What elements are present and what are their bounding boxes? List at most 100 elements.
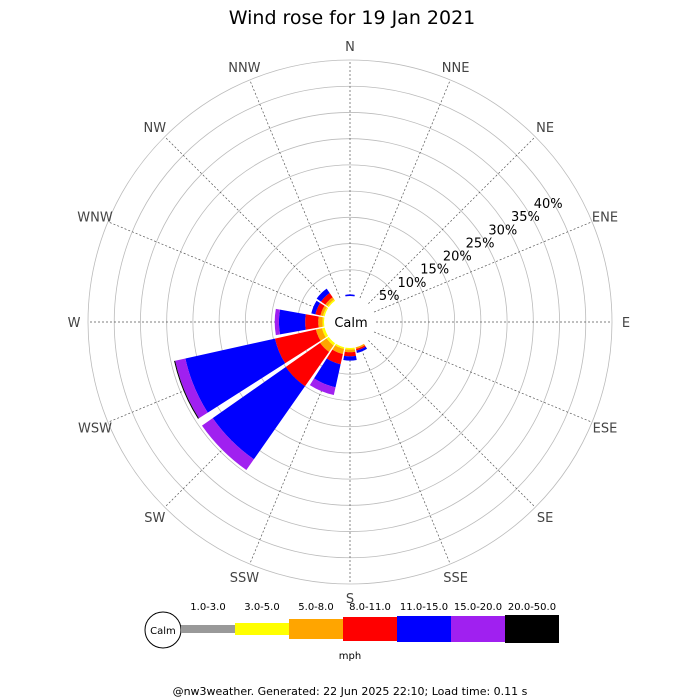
legend-label-1.0-3.0: 1.0-3.0: [190, 602, 225, 613]
polar-grid: [87, 59, 613, 585]
wind-petals: [174, 288, 368, 471]
direction-label-ssw: SSW: [230, 571, 260, 586]
petal-sw: [201, 336, 336, 471]
speed-legend: Calm mph 1.0-3.0 3.0-5.0 5.0-8.0 8.0-11.0 11…: [144, 602, 559, 662]
direction-label-ne: NE: [536, 121, 554, 136]
grid-spoke: [359, 79, 451, 299]
grid-spoke: [368, 136, 536, 304]
grid-spoke: [359, 345, 451, 565]
petal-segment-wnw-3.0-5.0: [323, 307, 329, 317]
direction-label-ese: ESE: [593, 422, 618, 437]
percent-labels: 5%10%15%20%25%30%35%40%: [379, 197, 563, 304]
direction-label-s: S: [346, 592, 354, 607]
grid-spoke: [107, 221, 327, 313]
petal-segment-sse-5.0-8.0: [355, 343, 365, 349]
direction-label-nw: NW: [144, 121, 167, 136]
grid-spoke: [373, 221, 593, 313]
calm-circle: [326, 298, 374, 346]
chart-title: Wind rose for 19 Jan 2021: [229, 7, 476, 29]
legend-bar-1.0-3.0: [181, 625, 235, 633]
grid-ring: [244, 216, 456, 428]
petal-segment-ssw-8.0-11.0: [326, 349, 343, 365]
petal-segment-sw-15.0-20.0: [201, 418, 254, 471]
direction-label-sse: SSE: [443, 571, 468, 586]
direction-label-nnw: NNW: [228, 61, 260, 76]
petal-segment-sse-11.0-15.0: [356, 346, 368, 354]
legend-bar-15.0-20.0: [451, 616, 505, 642]
legend-label-3.0-5.0: 3.0-5.0: [244, 602, 279, 613]
petal-segment-sw-11.0-15.0: [212, 366, 306, 460]
grid-spoke: [164, 136, 332, 304]
direction-label-ene: ENE: [592, 210, 618, 225]
petal-segment-s-8.0-11.0: [344, 351, 356, 357]
petal-n: [345, 294, 355, 297]
direction-labels: N NNE NE ENE E ESE SE SSE S SSW SW WSW W WNW NW NNW: [68, 40, 631, 607]
petal-segment-wnw-11.0-15.0: [311, 300, 321, 315]
legend-bar-8.0-11.0: [343, 617, 397, 641]
grid-ring: [192, 164, 508, 480]
legend-bar-3.0-5.0: [235, 623, 289, 635]
petal-segment-sw-3.0-5.0: [326, 336, 336, 346]
footer-text: @nw3weather. Generated: 22 Jun 2025 22:1…: [173, 685, 528, 698]
calm-label: Calm: [334, 316, 367, 331]
direction-label-w: W: [68, 316, 81, 331]
petal-segment-ssw-5.0-8.0: [332, 345, 345, 355]
grid-ring: [140, 112, 560, 532]
petal-segment-w-15.0-20.0: [274, 308, 280, 336]
petal-w: [274, 308, 325, 336]
direction-label-e: E: [622, 316, 630, 331]
petal-segment-nw-3.0-5.0: [327, 299, 336, 308]
petal-segment-wsw-11.0-15.0: [185, 338, 286, 413]
petal-wsw: [174, 327, 329, 419]
percent-label: 30%: [488, 223, 517, 238]
percent-label: 20%: [443, 250, 472, 265]
percent-label: 35%: [511, 210, 540, 225]
direction-label-wnw: WNW: [77, 210, 113, 225]
petal-segment-nw-5.0-8.0: [325, 297, 335, 307]
legend-bar-11.0-15.0: [397, 616, 451, 642]
legend-label-15.0-20.0: 15.0-20.0: [454, 602, 502, 613]
grid-spoke: [249, 79, 341, 299]
petal-s: [343, 347, 357, 361]
petal-segment-nw-11.0-15.0: [316, 288, 330, 302]
petal-segment-w-8.0-11.0: [305, 314, 319, 330]
petal-segment-n-11.0-15.0: [345, 294, 355, 297]
legend-units: mph: [339, 651, 361, 662]
legend-label-11.0-15.0: 11.0-15.0: [400, 602, 448, 613]
petal-segment-nw-8.0-11.0: [320, 292, 333, 305]
petal-segment-w-11.0-15.0: [278, 309, 306, 335]
petal-nw: [316, 288, 336, 308]
grid-ring-outer: [87, 59, 613, 585]
grid-spoke: [373, 331, 593, 423]
legend-calm-label: Calm: [150, 626, 176, 637]
legend-label-8.0-11.0: 8.0-11.0: [349, 602, 391, 613]
legend-label-5.0-8.0: 5.0-8.0: [298, 602, 333, 613]
petal-segment-w-5.0-8.0: [318, 316, 323, 328]
petal-segment-wsw-5.0-8.0: [315, 328, 326, 341]
legend-bar-5.0-8.0: [289, 619, 343, 639]
direction-label-wsw: WSW: [78, 422, 112, 437]
petal-segment-sw-8.0-11.0: [285, 342, 330, 387]
petal-segment-ssw-15.0-20.0: [309, 378, 336, 396]
percent-label: 15%: [420, 263, 449, 278]
petal-sse: [355, 343, 368, 354]
petal-segment-s-11.0-15.0: [343, 355, 357, 361]
legend-bar-20.0-50.0: [505, 615, 559, 643]
petal-segment-sse-8.0-11.0: [355, 345, 366, 351]
percent-label: 25%: [466, 236, 495, 251]
petal-segment-wnw-8.0-11.0: [315, 302, 325, 316]
direction-label-n: N: [345, 40, 355, 55]
petal-segment-sw-5.0-8.0: [320, 338, 334, 352]
petal-segment-w-3.0-5.0: [322, 317, 325, 327]
petal-segment-s-3.0-5.0: [345, 347, 355, 350]
petal-segment-wnw-5.0-8.0: [320, 305, 327, 317]
petal-segment-wsw-15.0-20.0: [175, 358, 208, 419]
petal-wnw: [311, 300, 329, 317]
petal-segment-s-5.0-8.0: [344, 349, 356, 353]
grid-spoke: [249, 345, 341, 565]
direction-label-se: SE: [537, 511, 553, 526]
percent-label: 40%: [534, 197, 563, 212]
percent-label: 5%: [379, 289, 400, 304]
petal-segment-ssw-3.0-5.0: [335, 343, 345, 349]
